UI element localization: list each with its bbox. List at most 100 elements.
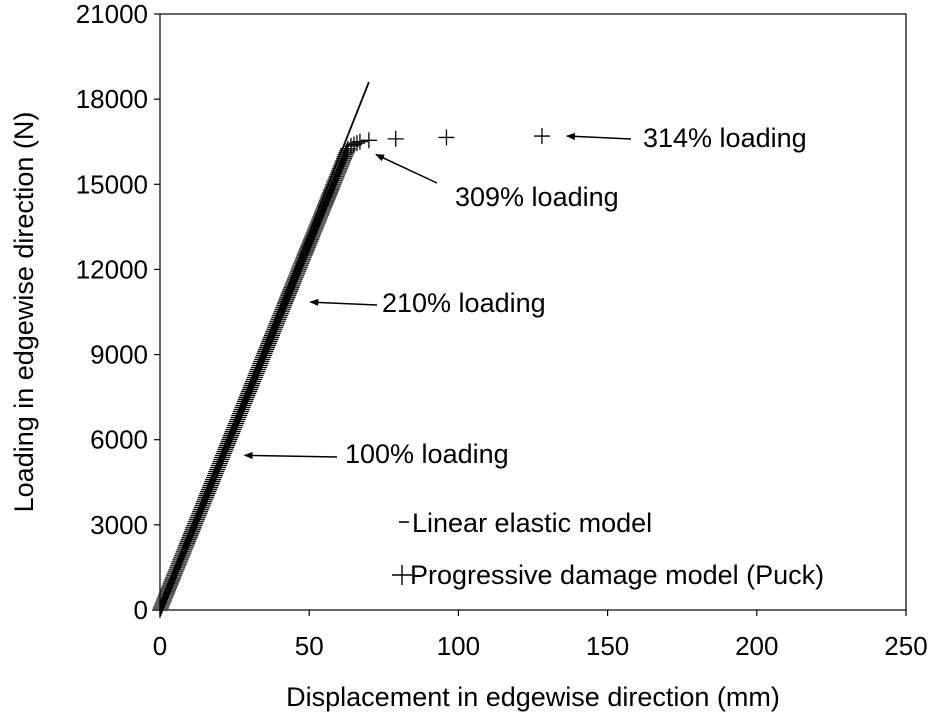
data-point-dense — [269, 313, 286, 330]
data-point-dense — [336, 148, 353, 165]
data-point-dense — [185, 519, 202, 536]
data-point-dense — [233, 401, 250, 418]
data-point-dense — [208, 463, 225, 480]
data-point-dense — [335, 152, 352, 169]
data-point-dense — [209, 461, 226, 478]
data-point-dense — [305, 225, 322, 242]
data-point-dense — [221, 431, 238, 448]
legend-plus-symbol — [392, 565, 412, 585]
data-point-dense — [184, 521, 201, 538]
data-point-dense — [216, 443, 233, 460]
data-point-dense — [294, 253, 311, 270]
data-point-dense — [176, 541, 193, 558]
data-point-dense — [260, 335, 277, 352]
data-point-dense — [319, 190, 336, 207]
data-point-dense — [282, 281, 299, 298]
data-point-dense — [217, 441, 234, 458]
data-point-dense — [163, 573, 180, 590]
legend: Linear elastic model Progressive damage … — [392, 508, 824, 590]
data-point-dense — [308, 217, 325, 234]
data-point-dense — [203, 475, 220, 492]
data-point-dense — [272, 305, 289, 322]
data-point-dense — [169, 559, 186, 576]
data-point-dense — [157, 587, 174, 604]
y-tick-label: 12000 — [76, 254, 148, 284]
data-point-dense — [288, 267, 305, 284]
data-point-dense — [210, 457, 227, 474]
data-point-dense — [168, 561, 185, 578]
y-tick-label: 21000 — [76, 0, 148, 29]
data-point — [533, 128, 550, 145]
data-point-dense — [327, 170, 344, 187]
data-point-dense — [308, 219, 325, 236]
data-point-dense — [206, 467, 223, 484]
data-point-dense — [167, 563, 184, 580]
data-point-dense — [200, 483, 217, 500]
data-point-dense — [187, 515, 204, 532]
data-point-dense — [183, 523, 200, 540]
data-point-dense — [172, 551, 189, 568]
data-point-dense — [273, 303, 290, 320]
data-point-dense — [334, 154, 351, 171]
data-point-dense — [274, 301, 291, 318]
data-point-dense — [171, 553, 188, 570]
data-point-dense — [325, 176, 342, 193]
data-point-dense — [326, 174, 343, 191]
data-point-dense — [156, 589, 173, 606]
data-point-dense — [333, 156, 350, 173]
data-point-dense — [322, 182, 339, 199]
data-point-dense — [324, 178, 341, 195]
data-point-dense — [312, 208, 329, 225]
data-point-dense — [189, 509, 206, 526]
data-point-dense — [160, 581, 177, 598]
data-point-dense — [210, 459, 227, 476]
data-point-dense — [317, 194, 334, 211]
data-point-dense — [322, 184, 339, 201]
data-point-dense — [214, 449, 231, 466]
data-point-dense — [331, 162, 348, 179]
data-point-dense — [323, 180, 340, 197]
data-point-dense — [267, 319, 284, 336]
data-point-dense — [239, 387, 256, 404]
y-tick-label: 3000 — [90, 510, 148, 540]
data-point-dense — [154, 595, 171, 612]
data-point-dense — [251, 357, 268, 374]
data-point-dense — [300, 237, 317, 254]
data-point-dense — [256, 345, 273, 362]
legend-label-progressive: Progressive damage model (Puck) — [410, 560, 824, 590]
x-tick-label: 50 — [295, 631, 324, 661]
y-axis-ticks: 0 3000 6000 9000 12000 15000 18000 21000 — [76, 0, 160, 625]
data-point-dense — [160, 579, 177, 596]
data-point-dense — [278, 291, 295, 308]
data-point-dense — [194, 497, 211, 514]
data-point-dense — [162, 575, 179, 592]
data-point-dense — [272, 307, 289, 324]
data-point-dense — [178, 535, 195, 552]
data-point-dense — [304, 227, 321, 244]
annotation-label: 210% loading — [382, 288, 546, 318]
data-point-dense — [262, 331, 279, 348]
data-point-dense — [228, 413, 245, 430]
data-point-dense — [191, 505, 208, 522]
data-point-dense — [303, 231, 320, 248]
data-point-dense — [329, 166, 346, 183]
annotation-label: 309% loading — [455, 182, 619, 212]
data-point-dense — [287, 269, 304, 286]
data-point-dense — [186, 517, 203, 534]
data-point-dense — [309, 215, 326, 232]
x-axis-ticks: 0 50 100 150 200 250 — [153, 610, 928, 661]
data-point-dense — [268, 315, 285, 332]
data-point — [438, 129, 455, 146]
data-point-dense — [304, 229, 321, 246]
data-point-dense — [226, 419, 243, 436]
data-point-dense — [198, 487, 215, 504]
data-point-dense — [328, 168, 345, 185]
data-point-dense — [259, 337, 276, 354]
data-point-dense — [277, 293, 294, 310]
data-point-dense — [247, 367, 264, 384]
data-point-dense — [284, 277, 301, 294]
data-point-dense — [335, 150, 352, 167]
data-point-dense — [296, 247, 313, 264]
data-point-dense — [242, 379, 259, 396]
